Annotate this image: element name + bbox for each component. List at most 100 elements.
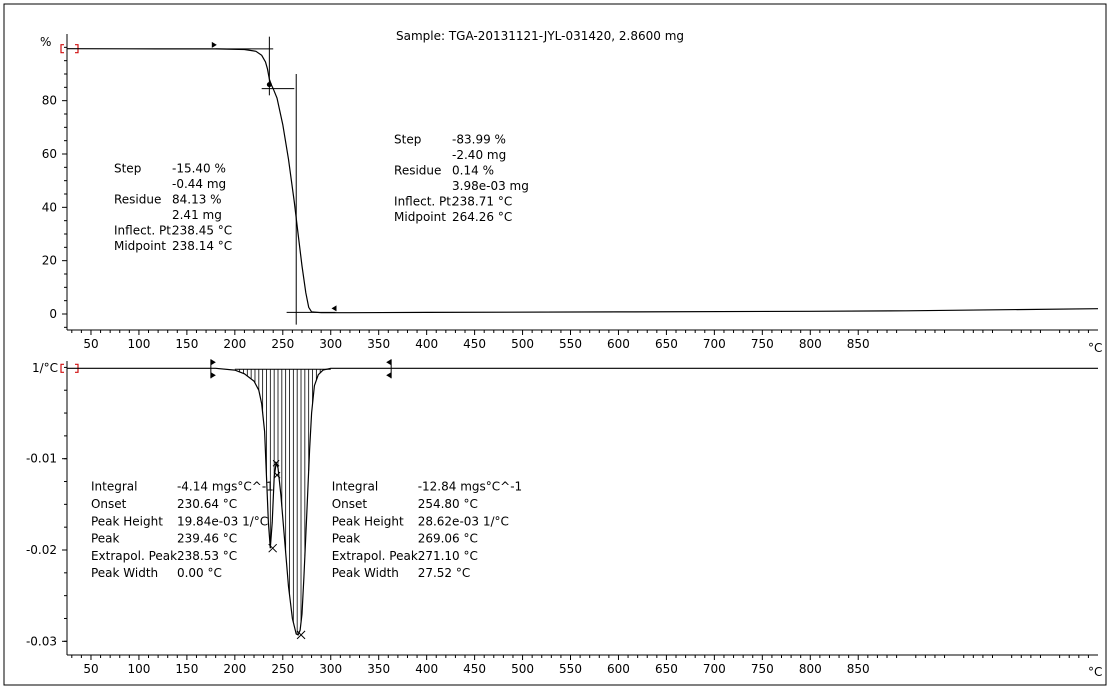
tga-y-tick-label: 60 <box>42 147 57 161</box>
tga-x-tick-label: 500 <box>511 337 534 351</box>
dtg-annotation-key: Peak Height <box>332 514 404 528</box>
dtg-x-tick-label: 850 <box>847 662 870 676</box>
dtg-annotation-value: 19.84e-03 1/°C <box>177 514 268 528</box>
dtg-y-tick-label: -0.03 <box>26 634 57 648</box>
dtg-y-unit: 1/°C <box>32 361 58 375</box>
tga-x-tick-label: 350 <box>367 337 390 351</box>
tga-annotation-value: -83.99 % <box>452 132 506 146</box>
dtg-x-tick-label: 750 <box>751 662 774 676</box>
dtg-y-tick-label: -0.01 <box>26 452 57 466</box>
tga-x-tick-label: 150 <box>175 337 198 351</box>
tga-annotation-value: -0.44 mg <box>172 177 226 191</box>
tga-annotation-key: Midpoint <box>394 210 446 224</box>
dtg-annotation-key: Integral <box>332 480 378 494</box>
tga-annotation-value: 238.45 °C <box>172 224 232 238</box>
tga-annotation-value: 2.41 mg <box>172 208 222 222</box>
dtg-series-line <box>67 367 1098 636</box>
outer-border <box>3 3 1107 686</box>
tga-x-tick-label: 200 <box>223 337 246 351</box>
dtg-x-tick-label: 650 <box>655 662 678 676</box>
tga-annotation-key: Inflect. Pt. <box>114 224 175 238</box>
dtg-x-tick-label: 500 <box>511 662 534 676</box>
dtg-x-tick-label: 400 <box>415 662 438 676</box>
dtg-annotation-value: 28.62e-03 1/°C <box>418 514 509 528</box>
tga-x-tick-label: 800 <box>799 337 822 351</box>
dtg-x-tick-label: 250 <box>271 662 294 676</box>
tga-y-tick-label: 20 <box>42 254 57 268</box>
dtg-x-tick-label: 50 <box>83 662 98 676</box>
tga-chart-title: Sample: TGA-20131121-JYL-031420, 2.8600 … <box>396 29 684 43</box>
tga-x-tick-label: 300 <box>319 337 342 351</box>
dtg-annotation-value: 254.80 °C <box>418 497 478 511</box>
dtg-annotation-value: 239.46 °C <box>177 532 237 546</box>
dtg-plot: 50 100 150 200 250 300 350 400 450 500 550 600 650 70… <box>26 359 1098 676</box>
tga-x-tick-label: 250 <box>271 337 294 351</box>
tga-annotation-key: Inflect. Pt. <box>394 194 455 208</box>
dtg-annotation-key: Peak Height <box>91 514 163 528</box>
dtg-annotation-value: -12.84 mgs°C^-1 <box>418 480 522 494</box>
dtg-annotation-value: 238.53 °C <box>177 549 237 563</box>
tga-y-tick-label: 0 <box>49 307 57 321</box>
tga-x-tick-label: 550 <box>559 337 582 351</box>
tga-x-tick-label: 700 <box>703 337 726 351</box>
dtg-annotation-value: 27.52 °C <box>418 566 471 580</box>
dtg-annotation-value: 230.64 °C <box>177 497 237 511</box>
tga-annotation-key: Residue <box>394 163 441 177</box>
dtg-x-tick-label: 550 <box>559 662 582 676</box>
dtg-onset-marker <box>273 471 281 479</box>
dtg-annotation-key: Extrapol. Peak <box>91 549 177 563</box>
dtg-x-tick-label: 800 <box>799 662 822 676</box>
dtg-x-tick-label: 450 <box>463 662 486 676</box>
tga-annotation-key: Step <box>114 162 141 176</box>
tga-x-tick-label: 850 <box>847 337 870 351</box>
dtg-annotation-key: Extrapol. Peak <box>332 549 418 563</box>
dtg-annotation-key: Peak <box>91 532 120 546</box>
tga-annotation-value: 3.98e-03 mg <box>452 179 529 193</box>
tga-annotation-value: 238.14 °C <box>172 239 232 253</box>
dtg-annotation-key: Onset <box>332 497 368 511</box>
tga-x-tick-label: 650 <box>655 337 678 351</box>
dtg-annotation-key: Peak <box>332 532 361 546</box>
tga-y-tick-label: 80 <box>42 94 57 108</box>
dtg-x-unit: °C <box>1088 665 1102 679</box>
tga-annotation-key: Step <box>394 132 421 146</box>
tga-range-flag-end <box>331 305 337 312</box>
dtg-range-flag <box>386 359 392 379</box>
tga-x-tick-label: 750 <box>751 337 774 351</box>
dtg-annotation-value: -4.14 mgs°C^-1 <box>177 480 274 494</box>
tga-annotation-key: Midpoint <box>114 239 166 253</box>
tga-x-unit: °C <box>1088 341 1102 355</box>
tga-series-line <box>66 48 1099 314</box>
tga-inflection-point <box>266 82 272 88</box>
tga-annotation-value: 84.13 % <box>172 193 222 207</box>
tga-range-flag-start <box>211 41 217 48</box>
tga-annotation-key: Residue <box>114 193 161 207</box>
dtg-y-tick-label: -0.02 <box>26 543 57 557</box>
tga-annotation-value: -2.40 mg <box>452 148 506 162</box>
dtg-peak-marker <box>296 630 306 640</box>
tga-y-tick-label: 40 <box>42 200 57 214</box>
dtg-peak-marker <box>268 543 278 553</box>
dtg-annotation-value: 0.00 °C <box>177 566 222 580</box>
tga-annotation-value: -15.40 % <box>172 162 226 176</box>
dtg-x-tick-label: 350 <box>367 662 390 676</box>
tga-y-unit: % <box>40 35 51 49</box>
dtg-annotation-key: Onset <box>91 497 127 511</box>
dtg-x-tick-label: 600 <box>607 662 630 676</box>
dtg-onset-marker <box>272 459 280 467</box>
tga-annotation-value: 0.14 % <box>452 163 494 177</box>
dtg-x-tick-label: 200 <box>223 662 246 676</box>
dtg-annotation-value: 269.06 °C <box>418 532 478 546</box>
tga-x-tick-label: 50 <box>83 337 98 351</box>
dtg-annotation-key: Peak Width <box>91 566 158 580</box>
tga-x-tick-label: 100 <box>127 337 150 351</box>
dtg-x-tick-label: 300 <box>319 662 342 676</box>
dtg-annotation-value: 271.10 °C <box>418 549 478 563</box>
tga-x-tick-label: 600 <box>607 337 630 351</box>
tga-x-tick-label: 450 <box>463 337 486 351</box>
tga-annotation-value: 238.71 °C <box>452 194 512 208</box>
dtg-annotation-key: Peak Width <box>332 566 399 580</box>
dtg-annotation-key: Integral <box>91 480 137 494</box>
